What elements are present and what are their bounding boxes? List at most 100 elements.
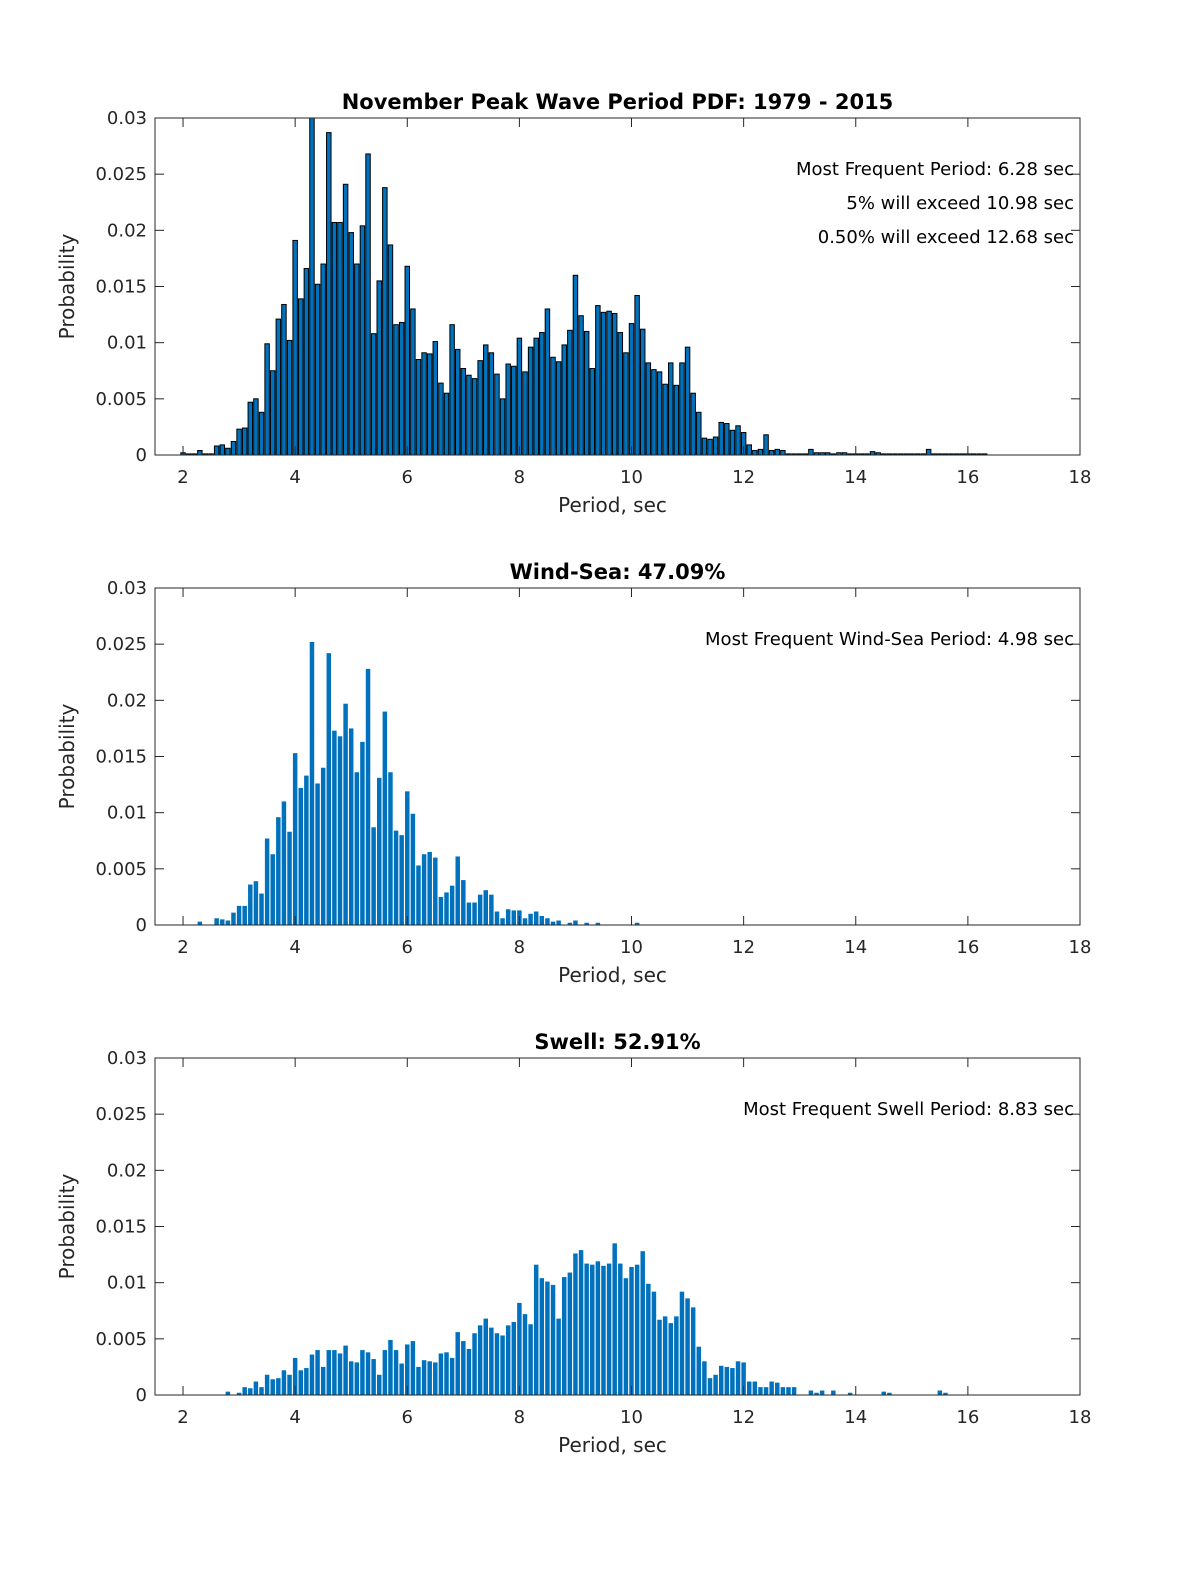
bar [269, 370, 276, 456]
bar [331, 221, 338, 456]
bar [573, 1253, 578, 1395]
bar [258, 411, 265, 456]
bar [707, 438, 713, 456]
bar [500, 918, 505, 925]
bar [623, 352, 629, 456]
bar [735, 425, 741, 456]
bar [533, 337, 539, 456]
bar [483, 344, 489, 456]
bar [214, 918, 219, 925]
bar [292, 1357, 298, 1395]
y-axis-label: Probability [55, 1173, 79, 1279]
panel-wind-sea: 2 4 6 8 10 12 14 16 18 0 0.005 0.01 0.015 0.02 0.025 0.… [55, 560, 1091, 987]
bar [241, 427, 248, 456]
bar [550, 921, 556, 925]
bar [595, 305, 601, 456]
bar [505, 909, 511, 925]
bar [315, 783, 320, 925]
bar [281, 801, 287, 925]
bar [286, 339, 293, 456]
bar [606, 310, 612, 456]
bar [371, 1359, 376, 1395]
annotation: 5% will exceed 10.98 sec [846, 193, 1074, 214]
bar [499, 398, 506, 456]
bar [236, 905, 242, 925]
bar [516, 337, 523, 456]
bar [399, 1363, 404, 1395]
bar [769, 1381, 774, 1395]
bar [427, 1361, 432, 1395]
bar [561, 344, 567, 456]
bar [354, 1362, 360, 1395]
y-tick-label: 0.025 [95, 634, 147, 655]
bar [757, 448, 764, 456]
bar [304, 775, 309, 925]
y-tick-label: 0 [136, 915, 147, 936]
bar [808, 1390, 814, 1395]
bar [746, 444, 752, 456]
bar [455, 856, 460, 925]
bar [477, 1325, 483, 1395]
bar [674, 1316, 679, 1395]
bar [416, 865, 421, 925]
bar [629, 1266, 634, 1395]
bar [747, 1381, 752, 1395]
bar [292, 239, 298, 456]
bar [701, 437, 708, 456]
bar [712, 436, 719, 456]
bar [578, 1250, 584, 1395]
bar [511, 365, 517, 456]
bar [410, 813, 416, 925]
bar [522, 1314, 528, 1395]
bar [477, 894, 483, 925]
bar [505, 363, 511, 456]
annotation: Most Frequent Period: 6.28 sec [796, 159, 1074, 180]
bar [556, 920, 561, 925]
x-tick-label: 2 [177, 937, 188, 958]
bar [768, 450, 775, 456]
x-tick-label: 10 [620, 467, 643, 488]
bar [634, 922, 640, 925]
bar [444, 892, 449, 925]
bar [466, 1348, 472, 1395]
bar [662, 383, 668, 456]
bar [197, 921, 203, 925]
x-tick-label: 10 [620, 937, 643, 958]
bar [584, 922, 589, 925]
bar [326, 653, 332, 925]
panel-swell: 2 4 6 8 10 12 14 16 18 0 0.005 0.01 0.015 0.02 0.025 0.… [55, 1030, 1091, 1457]
y-tick-label: 0.02 [107, 220, 147, 241]
bar [287, 831, 292, 925]
x-tick-label: 16 [956, 937, 979, 958]
bar [567, 329, 573, 456]
chart-title: Swell: 52.91% [534, 1030, 700, 1054]
bar [662, 1316, 668, 1395]
bar [213, 445, 220, 456]
bar [298, 787, 303, 925]
bar [634, 294, 640, 456]
bar [869, 451, 876, 456]
bar [847, 1392, 853, 1395]
annotation: Most Frequent Swell Period: 8.83 sec [743, 1099, 1074, 1120]
bar [618, 1263, 623, 1395]
bar [505, 1325, 511, 1395]
bar [382, 1350, 388, 1395]
bar [881, 1391, 887, 1395]
bar [281, 303, 287, 456]
bar [488, 352, 495, 456]
bar [405, 791, 410, 925]
bar [684, 346, 691, 456]
bar [433, 1362, 438, 1395]
bar [276, 817, 281, 925]
bar [365, 153, 371, 456]
y-tick-label: 0.005 [95, 1329, 147, 1350]
bar [600, 311, 607, 456]
y-tick-label: 0.005 [95, 859, 147, 880]
bar [808, 448, 814, 456]
bar [729, 429, 736, 456]
bar [690, 392, 696, 456]
bar [460, 368, 467, 456]
y-tick-label: 0 [136, 445, 147, 466]
bar [415, 359, 422, 456]
bar [461, 880, 466, 925]
